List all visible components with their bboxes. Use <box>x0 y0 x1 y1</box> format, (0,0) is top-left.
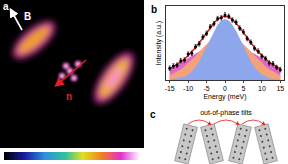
svg-text:c: c <box>150 109 156 120</box>
svg-text:15: 15 <box>276 85 284 92</box>
svg-text:n: n <box>66 91 72 102</box>
svg-text:Energy (meV): Energy (meV) <box>203 93 246 101</box>
svg-text:5: 5 <box>241 85 245 92</box>
svg-text:-5: -5 <box>203 85 209 92</box>
svg-text:10: 10 <box>258 85 266 92</box>
svg-text:B: B <box>24 11 31 22</box>
svg-text:a: a <box>3 1 9 12</box>
svg-text:0: 0 <box>223 85 227 92</box>
svg-text:-15: -15 <box>165 85 175 92</box>
svg-text:out-of-phase tilts: out-of-phase tilts <box>200 109 252 117</box>
svg-text:-10: -10 <box>183 85 193 92</box>
svg-text:b: b <box>151 4 157 15</box>
svg-text:Intensity (a.u.): Intensity (a.u.) <box>155 21 163 65</box>
